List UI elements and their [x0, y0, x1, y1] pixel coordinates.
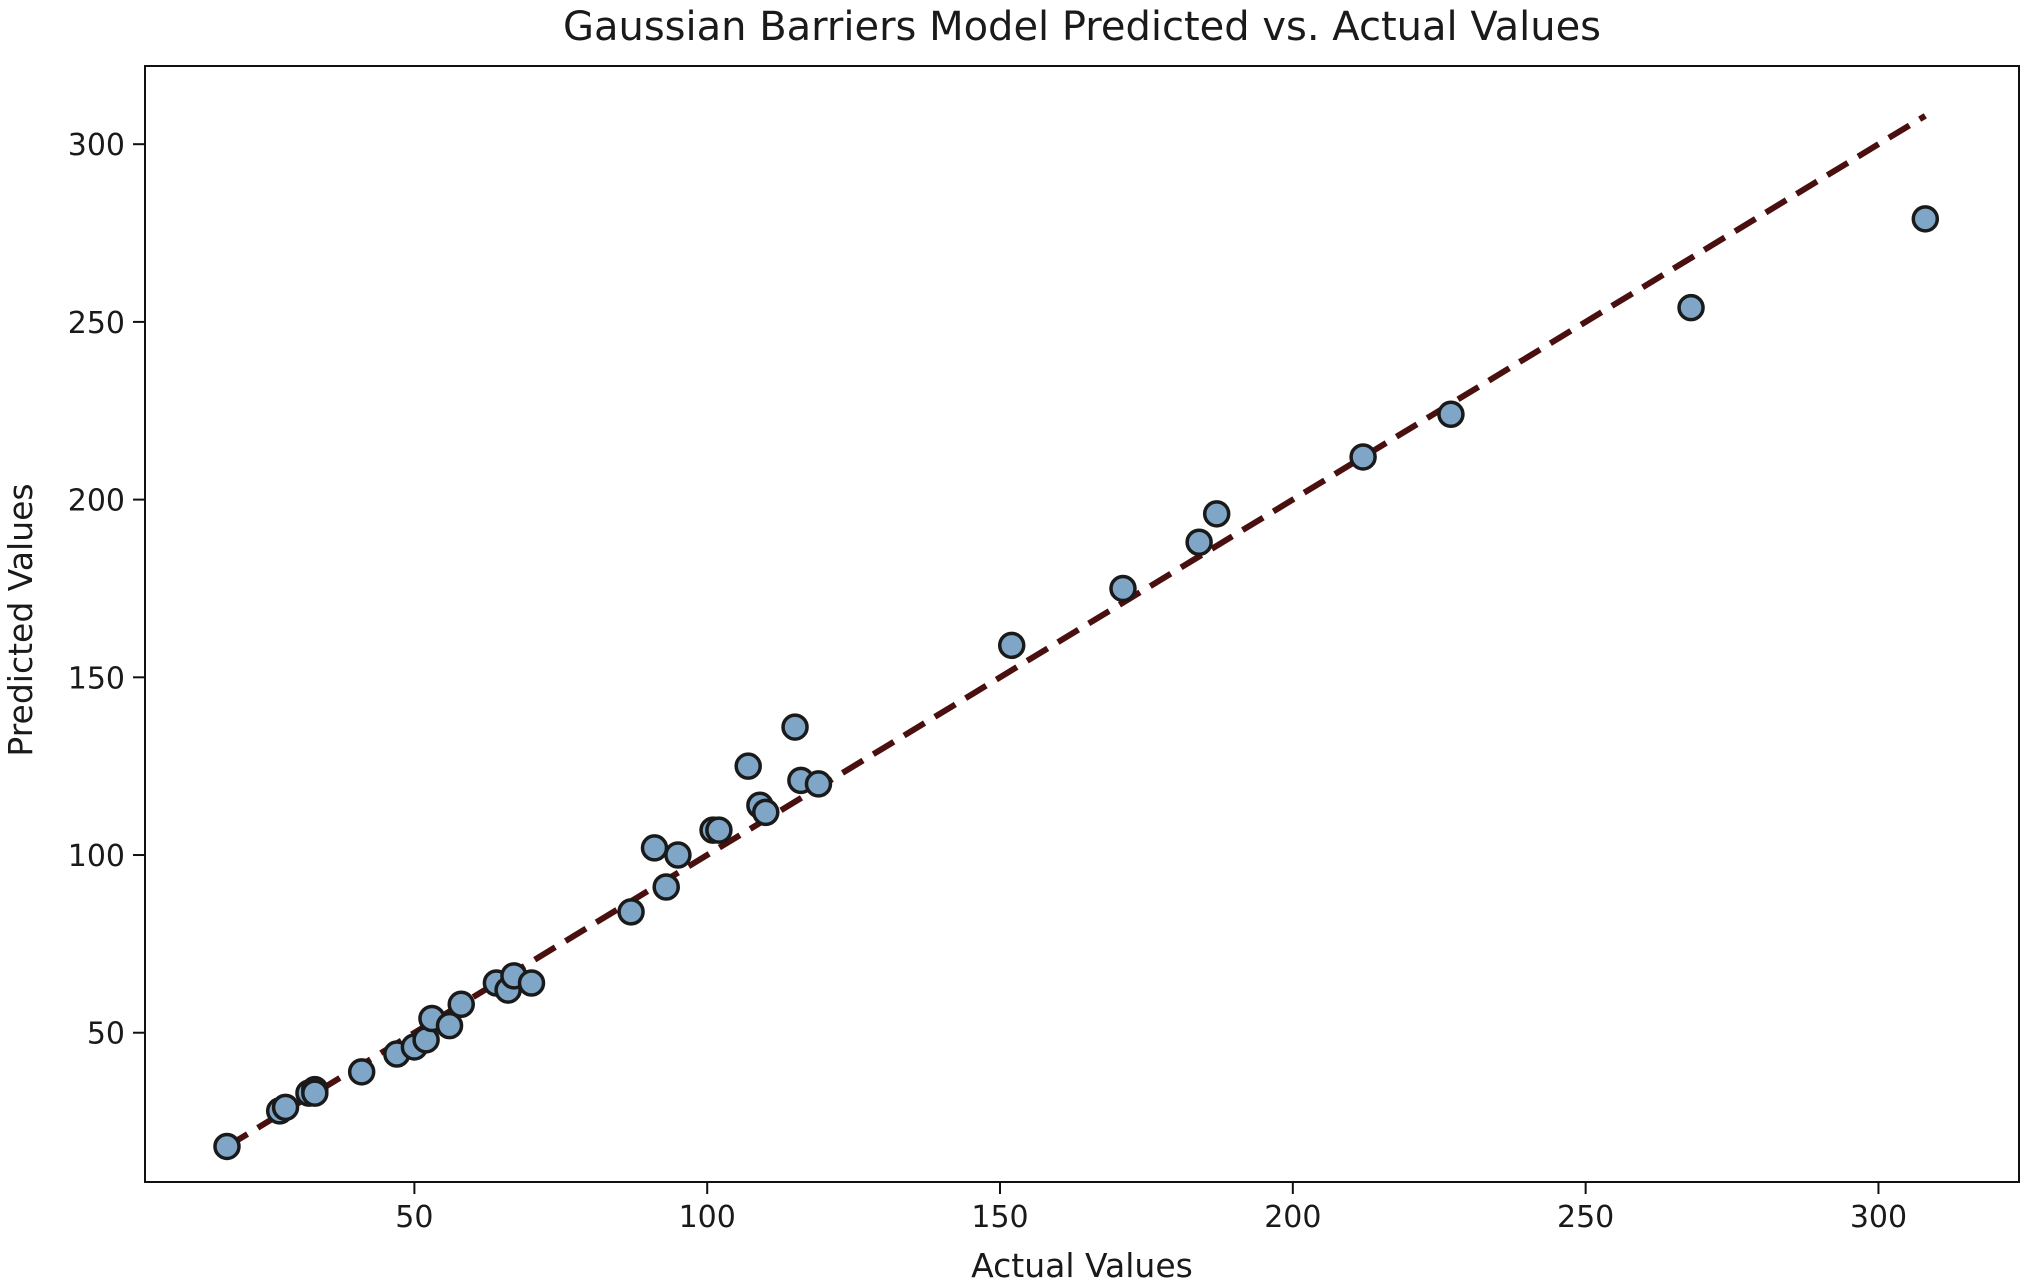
reference-line-layer	[225, 113, 1927, 1150]
data-point	[1437, 400, 1465, 429]
data-point	[435, 1011, 464, 1040]
data-point	[804, 770, 833, 798]
x-tick-label: 150	[971, 1200, 1028, 1235]
reference-line-y-equals-x	[225, 113, 1927, 1150]
data-point	[1109, 574, 1137, 603]
data-point	[617, 898, 645, 926]
y-tick-label: 150	[68, 661, 125, 696]
y-axis-ticks: 50 100 150 200 250 300	[68, 128, 145, 1052]
data-point	[301, 1079, 329, 1107]
x-axis-ticks: 50 100 150 200 250 300	[395, 1182, 1907, 1235]
data-point	[664, 841, 692, 869]
data-point	[752, 798, 780, 827]
data-point	[652, 873, 680, 901]
data-point	[1202, 500, 1231, 528]
data-point	[1677, 293, 1705, 322]
data-point	[1349, 443, 1377, 471]
data-point	[213, 1132, 241, 1161]
y-tick-label: 250	[68, 306, 125, 341]
data-point	[997, 631, 1026, 660]
y-tick-label: 100	[68, 839, 125, 874]
data-point	[517, 969, 546, 997]
y-tick-label: 50	[87, 1017, 125, 1052]
data-point	[347, 1058, 376, 1086]
data-point	[271, 1093, 300, 1122]
data-point	[640, 834, 669, 862]
data-point	[447, 990, 475, 1019]
y-tick-label: 200	[68, 484, 125, 519]
data-points-layer	[213, 205, 1940, 1161]
x-tick-label: 200	[1264, 1200, 1321, 1235]
data-point	[1185, 528, 1213, 557]
x-tick-label: 50	[395, 1200, 433, 1235]
x-tick-label: 250	[1557, 1200, 1614, 1235]
data-point	[734, 752, 762, 780]
chart-title: Gaussian Barriers Model Predicted vs. Ac…	[563, 4, 1601, 50]
data-point	[781, 713, 809, 741]
x-axis-label: Actual Values	[971, 1246, 1193, 1281]
y-axis-label: Predicted Values	[1, 483, 40, 756]
y-tick-label: 300	[68, 128, 125, 163]
x-tick-label: 100	[679, 1200, 736, 1235]
x-tick-label: 300	[1850, 1200, 1907, 1235]
data-point	[705, 816, 733, 844]
plot-area-frame	[144, 65, 2020, 1183]
data-point	[1911, 205, 1940, 233]
